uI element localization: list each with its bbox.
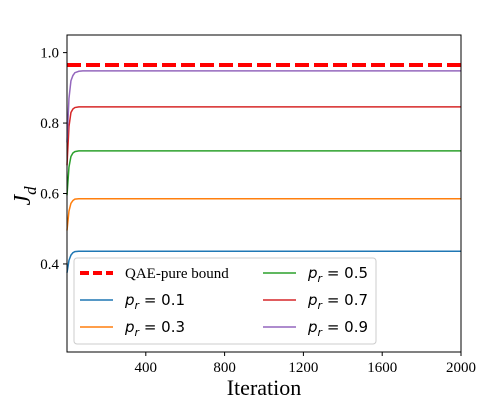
x-tick-label-0: 400 xyxy=(135,360,158,376)
x-tick-label-4: 2000 xyxy=(446,360,476,376)
y-tick-label-0: 0.4 xyxy=(40,257,59,273)
legend: QAE-pure bound pr = 0.1 pr = 0.3 pr = 0.5 pr… xyxy=(73,257,377,345)
legend-label-0: QAE-pure bound xyxy=(125,266,229,282)
y-axis-label: Jd xyxy=(10,186,40,206)
x-tick-label-3: 1600 xyxy=(367,360,397,376)
legend-box xyxy=(73,257,377,345)
series-line-1 xyxy=(66,198,461,231)
legend-label-2: pr = 0.3 xyxy=(124,318,185,339)
x-axis-label: Iteration xyxy=(227,375,302,400)
series-line-0 xyxy=(66,250,461,273)
legend-label-4: pr = 0.7 xyxy=(307,291,368,312)
series-line-4 xyxy=(66,70,461,143)
legend-label-3: pr = 0.5 xyxy=(307,264,368,285)
series-line-3 xyxy=(66,106,461,166)
y-tick-label-2: 0.8 xyxy=(40,116,59,132)
y-tick-label-3: 1.0 xyxy=(40,46,59,62)
series-line-2 xyxy=(66,150,461,196)
legend-label-5: pr = 0.9 xyxy=(307,318,368,339)
x-tick-label-1: 800 xyxy=(213,360,236,376)
legend-label-1: pr = 0.1 xyxy=(124,291,185,312)
x-tick-label-2: 1200 xyxy=(288,360,318,376)
y-tick-label-1: 0.6 xyxy=(40,187,59,203)
